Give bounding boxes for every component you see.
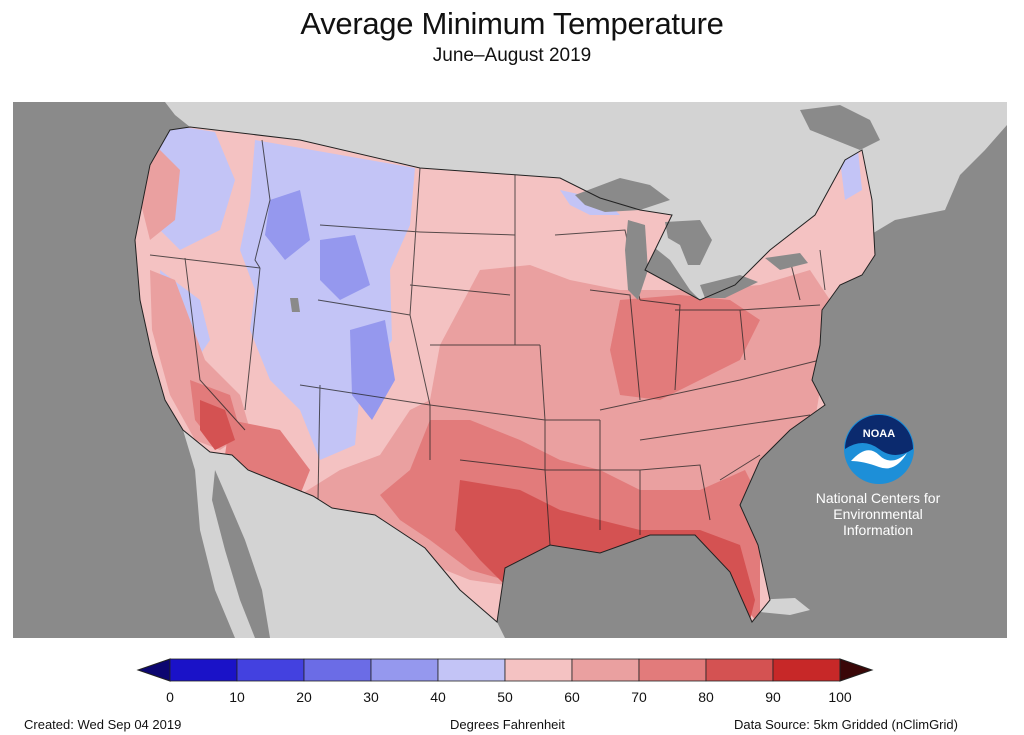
legend-tick-label: 20 (296, 689, 312, 705)
legend-swatch (437, 658, 506, 682)
units-label: Degrees Fahrenheit (450, 717, 565, 732)
ncei-line-3: Information (842, 522, 914, 538)
legend-swatch (571, 658, 640, 682)
legend-swatch (370, 658, 439, 682)
legend-swatch (236, 658, 305, 682)
legend-swatch (638, 658, 707, 682)
legend-swatch (705, 658, 774, 682)
great-lakes (290, 178, 808, 312)
legend-tick-label: 60 (564, 689, 580, 705)
legend-tick-label: 40 (430, 689, 446, 705)
legend-tick-label: 30 (363, 689, 379, 705)
map-title: Average Minimum Temperature (300, 6, 724, 41)
legend-arrow-low (136, 658, 171, 682)
legend-swatch (772, 658, 841, 682)
legend-swatch (303, 658, 372, 682)
legend-tick-label: 90 (765, 689, 781, 705)
map-subtitle: June–August 2019 (432, 45, 592, 66)
legend-swatch (169, 658, 238, 682)
data-source: Data Source: 5km Gridded (nClimGrid) (734, 717, 958, 732)
legend-bar (136, 658, 874, 682)
created-date: Created: Wed Sep 04 2019 (24, 717, 182, 732)
map-frame (13, 102, 1007, 638)
noaa-logo: NOAA (844, 414, 914, 484)
legend-arrow-high (839, 658, 874, 682)
legend-tick-label: 80 (698, 689, 714, 705)
temperature-field (140, 127, 862, 622)
legend-tick-label: 0 (166, 689, 174, 705)
ncei-label: National Centers for Environmental Infor… (800, 490, 956, 538)
gulf-st-lawrence (800, 105, 880, 150)
noaa-logo-text: NOAA (863, 428, 895, 440)
color-legend (136, 658, 874, 682)
gulf-of-california (212, 470, 270, 638)
ncei-line-2: Environmental (833, 506, 923, 522)
legend-tick-label: 50 (497, 689, 513, 705)
ncei-line-1: National Centers for (815, 490, 941, 506)
mexico (183, 430, 505, 638)
map-svg (13, 102, 1007, 638)
state-borders (149, 139, 826, 546)
legend-swatch (504, 658, 573, 682)
legend-tick-label: 100 (828, 689, 852, 705)
newfoundland (930, 120, 980, 160)
legend-tick-label: 70 (631, 689, 647, 705)
canada (13, 102, 1007, 300)
legend-tick-label: 10 (229, 689, 245, 705)
